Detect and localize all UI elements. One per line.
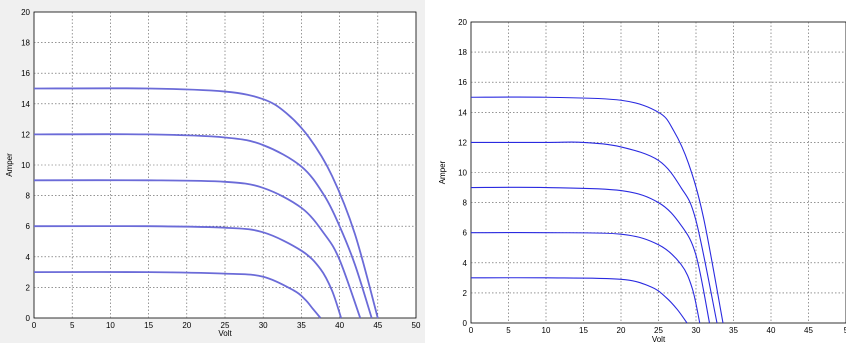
series-line-2 <box>33 225 342 319</box>
x-tick-label: 5 <box>70 321 75 330</box>
x-tick-label: 50 <box>412 321 421 330</box>
y-tick-label: 16 <box>21 69 30 78</box>
x-tick-label: 35 <box>729 326 738 335</box>
series-line-1 <box>470 277 688 324</box>
x-axis-label: Volt <box>652 335 666 343</box>
x-tick-label: 30 <box>259 321 268 330</box>
y-tick-label: 6 <box>463 229 468 238</box>
y-tick-label: 8 <box>463 199 468 208</box>
x-tick-label: 10 <box>542 326 551 335</box>
y-tick-label: 20 <box>458 18 467 27</box>
y-tick-label: 12 <box>458 138 467 147</box>
y-tick-label: 2 <box>26 283 31 292</box>
iv-chart-left-svg: 0 5 10 15 20 25 30 35 40 45 50 0 2 4 6 8 10 12 14 16 18 20 Vol… <box>0 0 425 343</box>
x-tick-label: 5 <box>506 326 511 335</box>
y-tick-label: 8 <box>26 192 31 201</box>
y-tick-label: 10 <box>458 169 467 178</box>
y-tick-label: 0 <box>463 319 468 328</box>
iv-chart-right: 051015202530354045502468101214161820Volt… <box>428 0 846 344</box>
x-tick-label: 40 <box>767 326 776 335</box>
y-axis-label: Amper <box>5 153 14 177</box>
y-tick-label: 4 <box>26 253 31 262</box>
y-tick-label: 4 <box>463 259 468 268</box>
y-tick-label: 20 <box>21 8 30 17</box>
series-line-5 <box>470 96 724 324</box>
y-tick-label: 10 <box>21 161 30 170</box>
x-axis-label: Volt <box>218 329 232 338</box>
x-tick-label: 10 <box>106 321 115 330</box>
x-tick-label: 20 <box>182 321 191 330</box>
x-tick-label: 30 <box>692 326 701 335</box>
iv-chart-left: 0 5 10 15 20 25 30 35 40 45 50 0 2 4 6 8 10 12 14 16 18 20 Vol… <box>0 0 425 343</box>
series-line-4 <box>33 133 373 319</box>
y-axis-label: Amper <box>438 160 447 184</box>
x-tick-label: 5 <box>844 326 846 335</box>
series-line-3 <box>33 179 362 319</box>
x-tick-label: 25 <box>221 321 230 330</box>
series-line-3 <box>470 186 711 324</box>
y-tick-label: 18 <box>458 48 467 57</box>
y-tick-label: 0 <box>26 314 31 323</box>
series-line-5 <box>33 87 379 319</box>
x-tick-label: 45 <box>804 326 813 335</box>
y-tick-label: 18 <box>21 39 30 48</box>
x-tick-label: 35 <box>297 321 306 330</box>
x-tick-label: 15 <box>144 321 153 330</box>
y-tick-label: 14 <box>458 108 467 117</box>
y-tick-label: 6 <box>26 222 31 231</box>
x-tick-label: 15 <box>579 326 588 335</box>
y-tick-label: 2 <box>463 289 468 298</box>
y-tick-label: 12 <box>21 130 30 139</box>
x-tick-label: 0 <box>469 326 474 335</box>
x-tick-label: 45 <box>373 321 382 330</box>
y-tick-label: 14 <box>21 100 30 109</box>
series-line-1 <box>33 271 322 319</box>
x-tick-label: 20 <box>617 326 626 335</box>
y-tick-label: 16 <box>458 78 467 87</box>
x-tick-label: 40 <box>335 321 344 330</box>
series-line-2 <box>470 232 701 324</box>
iv-chart-right-svg: 051015202530354045502468101214161820Volt… <box>428 0 846 344</box>
series-line-4 <box>470 141 718 324</box>
x-tick-label: 0 <box>32 321 37 330</box>
x-tick-label: 25 <box>654 326 663 335</box>
